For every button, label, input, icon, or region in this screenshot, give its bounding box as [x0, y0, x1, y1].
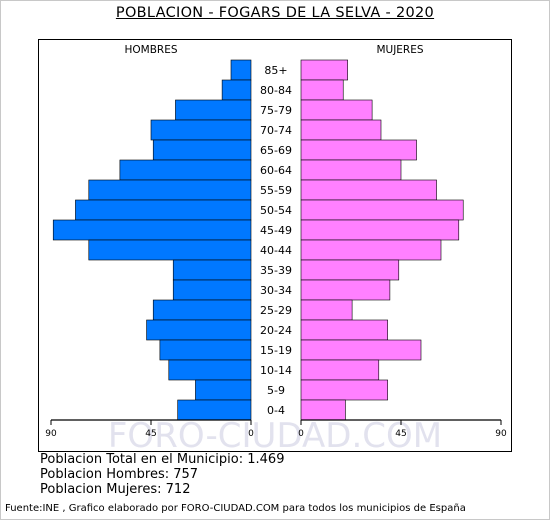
bar-hombres-70-74: [150, 119, 252, 141]
bar-mujeres-20-24: [300, 319, 388, 341]
bar-hombres-80-84: [221, 79, 252, 101]
population-stats: Poblacion Total en el Municipio: 1.469 P…: [40, 452, 284, 497]
bar-hombres-55-59: [88, 179, 252, 201]
bar-hombres-45-49: [52, 219, 252, 241]
bar-hombres-15-19: [159, 339, 252, 361]
age-label-5-9: 5-9: [267, 384, 285, 397]
age-label-50-54: 50-54: [260, 204, 292, 217]
bar-hombres-0-4: [177, 399, 252, 421]
age-label-55-59: 55-59: [260, 184, 292, 197]
chart-area: FORO-CIUDAD.COM HOMBRES MUJERES 85+ 80-84 75-…: [38, 39, 512, 456]
bar-hombres-20-24: [146, 319, 252, 341]
bar-hombres-35-39: [172, 259, 252, 281]
bar-mujeres-70-74: [300, 119, 382, 141]
bar-mujeres-50-54: [300, 199, 464, 221]
bar-hombres-25-29: [152, 299, 252, 321]
x-tick-label: 45: [395, 429, 406, 439]
bar-hombres-50-54: [75, 199, 252, 221]
age-label-75-79: 75-79: [260, 104, 292, 117]
bar-hombres-5-9: [195, 379, 252, 401]
bar-mujeres-15-19: [300, 339, 422, 361]
x-tick-label: 90: [45, 429, 57, 439]
bar-mujeres-75-79: [300, 99, 373, 121]
age-label-25-29: 25-29: [260, 304, 292, 317]
source-footer: Fuente:INE , Grafico elaborado por FORO-…: [5, 503, 466, 514]
age-label-65-69: 65-69: [260, 144, 292, 157]
bar-mujeres-10-14: [300, 359, 380, 381]
bar-hombres-75-79: [175, 99, 252, 121]
watermark: FORO-CIUDAD.COM: [108, 416, 442, 451]
bar-mujeres-30-34: [300, 279, 391, 301]
bar-mujeres-65-69: [300, 139, 417, 161]
bar-mujeres-60-64: [300, 159, 402, 181]
bar-mujeres-0-4: [300, 399, 346, 421]
population-pyramid-chart: FORO-CIUDAD.COM HOMBRES MUJERES 85+ 80-84 75-…: [45, 44, 507, 456]
bar-hombres-65-69: [152, 139, 252, 161]
x-tick-label: 0: [248, 429, 254, 439]
bar-mujeres-40-44: [300, 239, 442, 261]
bar-hombres-40-44: [88, 239, 252, 261]
age-label-70-74: 70-74: [260, 124, 292, 137]
male-population: Poblacion Hombres: 757: [40, 467, 199, 482]
bar-mujeres-25-29: [300, 299, 353, 321]
age-label-85plus: 85+: [264, 64, 287, 77]
left-side-label: HOMBRES: [124, 44, 177, 56]
age-label-45-49: 45-49: [260, 224, 292, 237]
total-population: Poblacion Total en el Municipio: 1.469: [40, 452, 285, 467]
x-tick-label: 0: [298, 429, 304, 439]
age-label-35-39: 35-39: [260, 264, 292, 277]
age-label-15-19: 15-19: [260, 344, 292, 357]
age-label-80-84: 80-84: [260, 84, 292, 97]
bar-mujeres-55-59: [300, 179, 437, 201]
x-tick-label: 45: [145, 429, 156, 439]
age-label-10-14: 10-14: [260, 364, 292, 377]
bar-mujeres-80-84: [300, 79, 344, 101]
age-label-40-44: 40-44: [260, 244, 292, 257]
age-label-60-64: 60-64: [260, 164, 292, 177]
bar-mujeres-35-39: [300, 259, 400, 281]
x-tick-label: 90: [495, 429, 507, 439]
bar-hombres-10-14: [168, 359, 252, 381]
bar-hombres-85plus: [230, 59, 252, 81]
age-label-30-34: 30-34: [260, 284, 292, 297]
bar-hombres-30-34: [172, 279, 252, 301]
right-side-label: MUJERES: [376, 44, 423, 56]
bar-mujeres-85plus: [300, 59, 348, 81]
age-label-0-4: 0-4: [267, 404, 285, 417]
chart-title: POBLACION - FOGARS DE LA SELVA - 2020: [115, 5, 435, 21]
bar-hombres-60-64: [119, 159, 252, 181]
bar-mujeres-5-9: [300, 379, 388, 401]
female-population: Poblacion Mujeres: 712: [40, 482, 191, 497]
bar-mujeres-45-49: [300, 219, 460, 241]
age-label-20-24: 20-24: [260, 324, 292, 337]
